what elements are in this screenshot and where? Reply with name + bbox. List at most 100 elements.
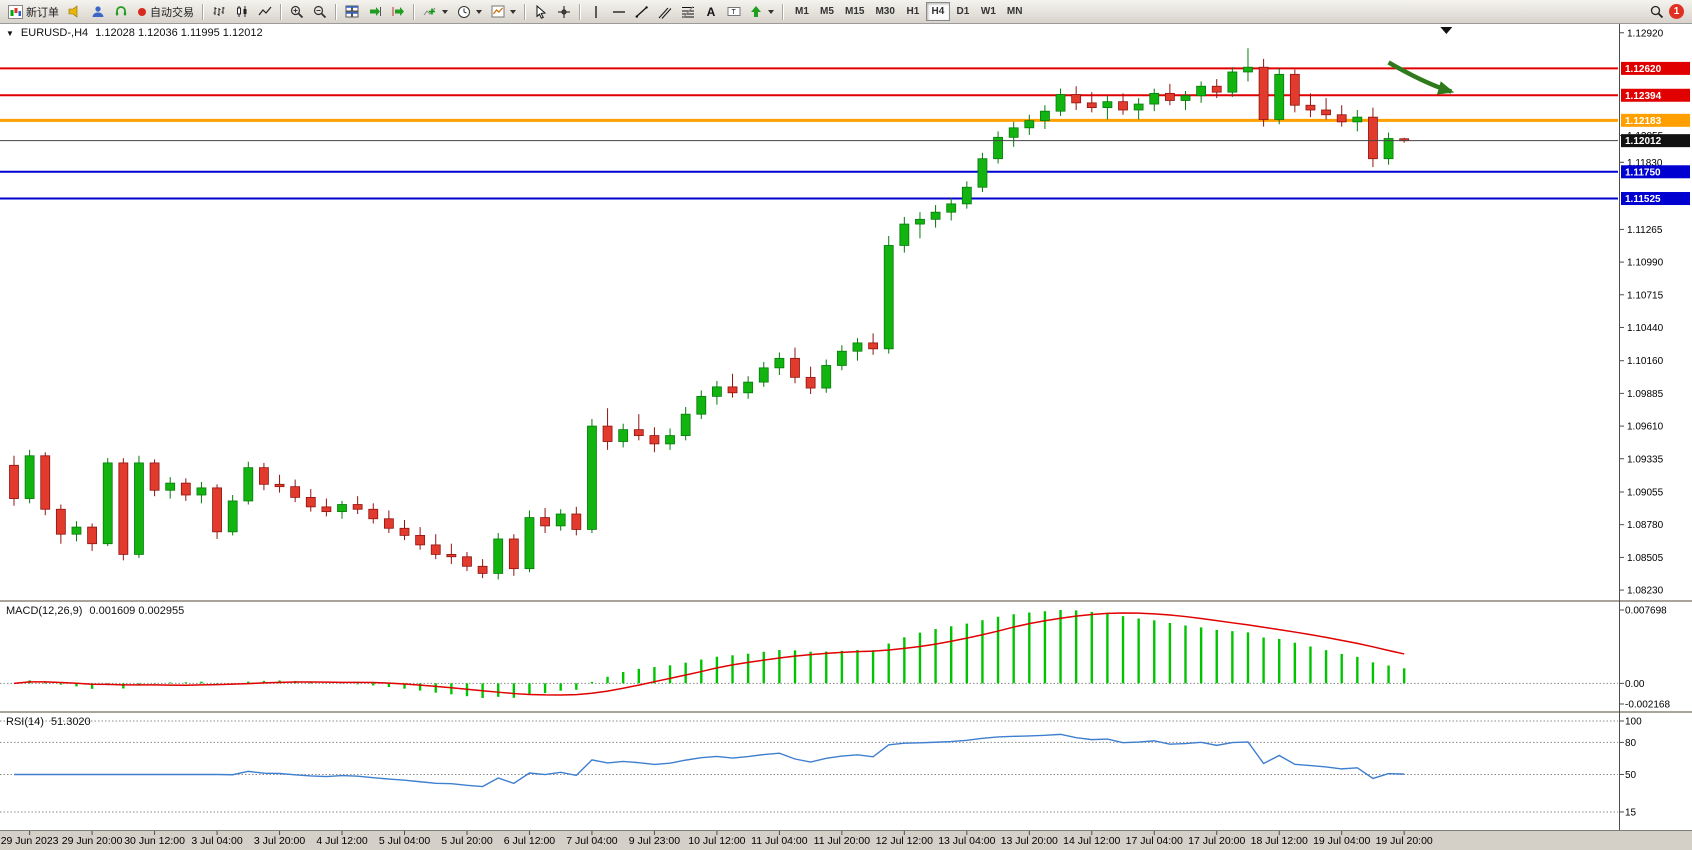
indicators-icon <box>423 7 436 16</box>
timeframe-button-w1[interactable]: W1 <box>980 6 996 17</box>
scroll-marker-icon[interactable] <box>1440 27 1453 34</box>
svg-text:18 Jul 12:00: 18 Jul 12:00 <box>1251 835 1308 847</box>
chevron-down-icon <box>768 9 774 14</box>
text-tool-icon: A <box>706 4 716 19</box>
market-watch-button[interactable] <box>87 2 109 22</box>
fibonacci-button[interactable] <box>677 2 699 22</box>
candlestick-chart-button[interactable] <box>231 2 253 22</box>
new-order-button[interactable]: 新订单 <box>4 2 63 22</box>
vertical-line-icon <box>595 5 597 18</box>
chevron-down-icon <box>510 9 516 14</box>
price-tag <box>1621 192 1690 206</box>
cursor-icon <box>536 4 547 19</box>
panel-separator-rsi[interactable] <box>0 711 1692 713</box>
horizontal-line-button[interactable] <box>608 2 630 22</box>
bar-chart-button[interactable] <box>208 2 230 22</box>
timeframe-button-m30[interactable]: M30 <box>875 6 895 17</box>
tile-windows-icon <box>345 5 359 18</box>
svg-text:1.09335: 1.09335 <box>1627 454 1664 465</box>
template-icon <box>491 5 505 18</box>
timeframe-button-d1[interactable]: D1 <box>956 6 970 17</box>
vertical-line-button[interactable] <box>585 2 607 22</box>
timeframe-button-h4[interactable]: H4 <box>925 2 950 21</box>
svg-text:1.11830: 1.11830 <box>1627 158 1663 169</box>
svg-text:3 Jul 20:00: 3 Jul 20:00 <box>254 835 306 847</box>
svg-text:0.007698: 0.007698 <box>1625 606 1667 617</box>
chart-shift-icon <box>392 7 404 16</box>
price-tag <box>1621 88 1690 102</box>
timeframe-button-mn[interactable]: MN <box>1006 6 1023 17</box>
svg-text:-0.002168: -0.002168 <box>1625 700 1670 711</box>
tile-windows-button[interactable] <box>341 2 363 22</box>
time-axis-labels: 29 Jun 2023 29 Jun 20:00 30 Jun 12:00 3 Jul… <box>1 831 1433 847</box>
trendline-button[interactable] <box>631 2 653 22</box>
chart-shift-button[interactable] <box>387 2 409 22</box>
indicators-button[interactable] <box>419 2 452 22</box>
one-click-trading-toggle[interactable]: ▼ <box>6 28 14 38</box>
svg-text:1.11525: 1.11525 <box>1625 194 1661 205</box>
svg-text:3 Jul 04:00: 3 Jul 04:00 <box>191 835 243 847</box>
svg-text:1.10715: 1.10715 <box>1627 290 1664 301</box>
auto-scroll-button[interactable] <box>364 2 386 22</box>
notification-badge[interactable]: 1 <box>1669 4 1684 19</box>
person-icon <box>92 6 104 17</box>
metaeditor-icon <box>68 5 78 18</box>
svg-text:15: 15 <box>1625 807 1637 818</box>
svg-text:1.09610: 1.09610 <box>1627 422 1664 433</box>
svg-text:1.10990: 1.10990 <box>1627 258 1664 269</box>
svg-text:7 Jul 04:00: 7 Jul 04:00 <box>566 835 618 847</box>
svg-text:12 Jul 12:00: 12 Jul 12:00 <box>876 835 933 847</box>
toolbar-separator <box>579 3 581 20</box>
auto-scroll-icon <box>370 7 381 16</box>
svg-text:10 Jul 12:00: 10 Jul 12:00 <box>688 835 745 847</box>
annotation-arrow[interactable] <box>1387 60 1455 95</box>
panel-separator-macd[interactable] <box>0 600 1692 602</box>
label-icon: T <box>727 7 741 16</box>
svg-text:19 Jul 04:00: 19 Jul 04:00 <box>1313 835 1370 847</box>
autotrading-button[interactable]: 自动交易 <box>133 2 198 22</box>
price-tag <box>1621 61 1690 75</box>
timeframe-button-m5[interactable]: M5 <box>820 6 834 17</box>
arrows-button[interactable] <box>746 2 778 22</box>
label-button[interactable]: T <box>723 2 745 22</box>
text-button[interactable]: A <box>700 2 722 22</box>
crosshair-button[interactable] <box>553 2 575 22</box>
zoom-out-button[interactable] <box>309 2 331 22</box>
svg-text:1.11265: 1.11265 <box>1627 225 1663 236</box>
price-tag <box>1621 134 1690 148</box>
timeframe-button-h1[interactable]: H1 <box>906 6 920 17</box>
line-chart-button[interactable] <box>254 2 276 22</box>
svg-text:14 Jul 12:00: 14 Jul 12:00 <box>1063 835 1120 847</box>
candlestick-icon <box>237 6 247 17</box>
svg-text:1.08505: 1.08505 <box>1627 553 1664 564</box>
metaeditor-button[interactable] <box>64 2 86 22</box>
toolbar-separator <box>524 3 526 20</box>
svg-text:0.00: 0.00 <box>1625 679 1645 690</box>
chevron-down-icon <box>476 9 482 14</box>
periods-button[interactable] <box>453 2 486 22</box>
svg-text:1.12394: 1.12394 <box>1625 91 1662 102</box>
new-order-icon <box>8 4 23 19</box>
headset-icon <box>115 6 127 16</box>
svg-text:1.11750: 1.11750 <box>1625 167 1661 178</box>
templates-button[interactable] <box>487 2 520 22</box>
svg-text:6 Jul 12:00: 6 Jul 12:00 <box>504 835 556 847</box>
support-button[interactable] <box>110 2 132 22</box>
chart-window[interactable]: 1.129201.120551.118301.112651.109901.107… <box>0 24 1692 850</box>
candles-layer <box>9 48 1410 580</box>
time-axis[interactable] <box>0 830 1692 850</box>
search-button[interactable] <box>1646 2 1668 22</box>
svg-text:50: 50 <box>1625 770 1637 781</box>
price-chart[interactable]: 1.129201.120551.118301.112651.109901.107… <box>0 24 1692 850</box>
svg-text:13 Jul 04:00: 13 Jul 04:00 <box>938 835 995 847</box>
channel-button[interactable] <box>654 2 676 22</box>
svg-text:4 Jul 12:00: 4 Jul 12:00 <box>316 835 368 847</box>
timeframe-button-m15[interactable]: M15 <box>845 6 865 17</box>
zoom-in-button[interactable] <box>286 2 308 22</box>
cursor-button[interactable] <box>530 2 552 22</box>
svg-text:1.08780: 1.08780 <box>1627 520 1664 531</box>
svg-text:1.08230: 1.08230 <box>1627 586 1664 597</box>
chevron-down-icon <box>442 9 448 14</box>
svg-text:1.10440: 1.10440 <box>1627 323 1664 334</box>
timeframe-button-m1[interactable]: M1 <box>795 6 809 17</box>
